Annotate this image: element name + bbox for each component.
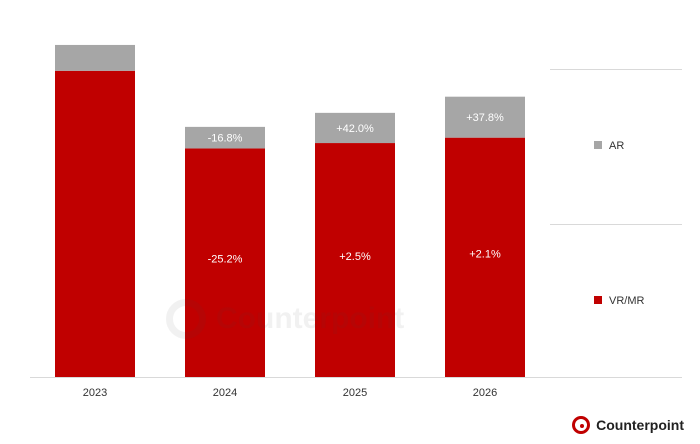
data-label-vr-mr-2025: +2.5% bbox=[339, 251, 371, 263]
brand-name: Counterpoint bbox=[596, 417, 684, 433]
x-tick-label-2025: 2025 bbox=[343, 387, 367, 399]
brand-logo: Counterpoint bbox=[572, 416, 684, 434]
bar-ar-2023 bbox=[55, 44, 135, 71]
counterpoint-logo-icon bbox=[572, 416, 591, 434]
data-label-ar-2025: +42.0% bbox=[336, 123, 374, 135]
legend-swatch-ar bbox=[594, 141, 602, 149]
x-tick-label-2023: 2023 bbox=[83, 387, 107, 399]
legend-label-ar: AR bbox=[609, 140, 624, 152]
legend-swatch-vr-mr bbox=[594, 296, 602, 304]
data-label-vr-mr-2026: +2.1% bbox=[469, 248, 501, 260]
data-label-ar-2024: -16.8% bbox=[208, 133, 243, 145]
legend-label-vr-mr: VR/MR bbox=[609, 295, 645, 307]
bar-vr-mr-2024 bbox=[185, 148, 265, 377]
bar-ar-2024 bbox=[185, 126, 265, 149]
bar-ar-2026 bbox=[445, 96, 525, 138]
bar-vr-mr-2023 bbox=[55, 70, 135, 377]
data-label-vr-mr-2024: -25.2% bbox=[208, 254, 243, 266]
x-tick-label-2024: 2024 bbox=[213, 387, 237, 399]
data-label-ar-2026: +37.8% bbox=[466, 112, 504, 124]
x-tick-label-2026: 2026 bbox=[473, 387, 497, 399]
bar-ar-2025 bbox=[315, 112, 395, 144]
bar-vr-mr-2026 bbox=[445, 137, 525, 377]
bar-vr-mr-2025 bbox=[315, 143, 395, 377]
